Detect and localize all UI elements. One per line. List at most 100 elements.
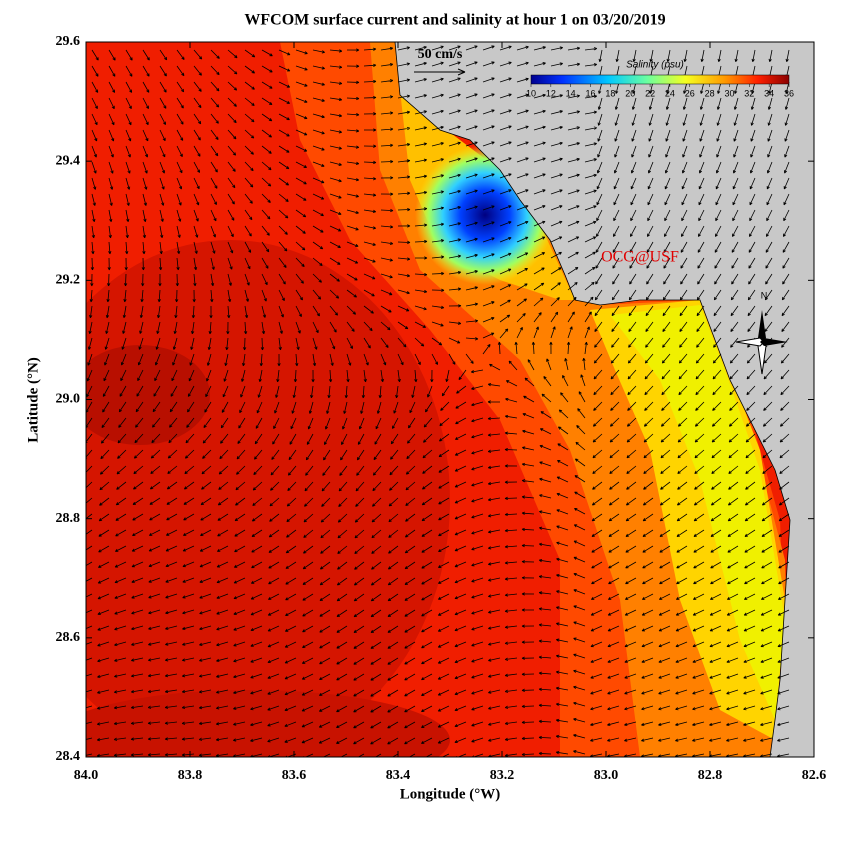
current-arrow xyxy=(354,545,365,554)
current-arrow xyxy=(312,241,324,250)
current-arrow xyxy=(695,353,705,364)
current-arrow xyxy=(341,433,348,445)
current-arrow xyxy=(631,113,637,126)
current-arrow xyxy=(696,305,705,317)
current-arrow xyxy=(779,465,790,474)
current-arrow xyxy=(336,657,348,665)
current-arrow xyxy=(760,609,773,616)
current-arrow xyxy=(183,513,195,521)
colorbar-tick-label: 24 xyxy=(665,88,675,98)
current-arrow xyxy=(363,193,377,197)
current-arrow xyxy=(431,142,444,147)
current-arrow xyxy=(261,305,267,318)
y-tick-label: 29.0 xyxy=(56,392,81,407)
current-arrow xyxy=(114,577,127,584)
current-arrow xyxy=(611,321,620,332)
current-arrow xyxy=(414,272,428,277)
current-arrow xyxy=(338,497,348,507)
current-arrow xyxy=(301,689,314,696)
current-arrow xyxy=(538,623,552,627)
current-arrow xyxy=(458,369,467,381)
current-arrow xyxy=(465,173,478,179)
current-arrow xyxy=(375,417,382,430)
current-arrow xyxy=(363,305,374,314)
current-arrow xyxy=(278,305,284,318)
current-arrow xyxy=(555,670,569,675)
current-arrow xyxy=(465,61,478,67)
current-arrow xyxy=(200,513,212,521)
current-arrow xyxy=(576,425,586,435)
current-arrow xyxy=(522,413,535,419)
current-arrow xyxy=(198,737,212,741)
current-arrow xyxy=(404,689,416,697)
current-arrow xyxy=(658,593,671,600)
current-arrow xyxy=(201,465,212,475)
current-arrow xyxy=(414,158,428,163)
current-arrow xyxy=(411,385,416,398)
current-arrow xyxy=(153,385,161,397)
current-arrow xyxy=(209,305,213,319)
current-arrow xyxy=(454,497,467,504)
current-arrow xyxy=(648,129,654,142)
current-arrow xyxy=(210,161,218,173)
current-arrow xyxy=(504,625,518,629)
current-arrow xyxy=(765,225,773,237)
current-arrow xyxy=(421,513,433,522)
current-arrow xyxy=(301,721,314,728)
current-arrow xyxy=(761,545,773,553)
current-arrow xyxy=(284,737,297,743)
current-arrow xyxy=(269,513,280,522)
current-arrow xyxy=(404,657,416,665)
current-arrow xyxy=(733,129,739,142)
current-arrow xyxy=(777,721,790,727)
current-arrow xyxy=(573,540,586,547)
current-arrow xyxy=(242,337,247,351)
current-arrow xyxy=(187,401,195,413)
current-arrow xyxy=(258,369,263,383)
current-arrow xyxy=(709,737,722,742)
current-arrow xyxy=(274,401,280,414)
current-arrow xyxy=(372,481,382,492)
current-arrow xyxy=(627,353,637,364)
current-arrow xyxy=(582,357,586,371)
current-arrow xyxy=(421,737,433,744)
current-arrow xyxy=(329,289,340,299)
current-arrow xyxy=(380,79,394,83)
current-arrow xyxy=(405,497,416,506)
current-arrow xyxy=(533,220,546,227)
current-arrow xyxy=(712,353,722,364)
current-arrow xyxy=(516,205,529,211)
current-arrow xyxy=(307,417,314,430)
current-arrow xyxy=(641,657,654,663)
current-arrow xyxy=(233,625,246,631)
current-arrow xyxy=(210,257,215,270)
current-arrow xyxy=(397,257,411,261)
current-arrow xyxy=(649,49,654,63)
current-arrow xyxy=(405,513,416,522)
current-arrow xyxy=(88,321,93,334)
current-arrow xyxy=(244,241,252,253)
current-arrow xyxy=(642,529,654,537)
current-arrow xyxy=(206,353,212,366)
current-arrow xyxy=(608,561,620,569)
current-arrow xyxy=(371,561,382,570)
current-arrow xyxy=(556,509,569,515)
current-arrow xyxy=(438,465,450,473)
current-arrow xyxy=(596,161,603,174)
current-arrow xyxy=(139,321,144,334)
current-arrow xyxy=(318,721,331,728)
current-arrow xyxy=(615,49,620,63)
current-arrow xyxy=(448,109,461,115)
current-arrow xyxy=(766,177,773,190)
current-arrow xyxy=(113,737,127,741)
current-arrow xyxy=(363,63,377,68)
current-arrow xyxy=(523,395,535,403)
current-arrow xyxy=(378,385,382,399)
current-arrow xyxy=(329,65,343,69)
current-arrow xyxy=(148,641,161,646)
current-arrow xyxy=(454,689,467,696)
current-arrow xyxy=(716,113,722,126)
current-arrow xyxy=(729,401,739,411)
current-arrow xyxy=(533,205,546,211)
current-arrow xyxy=(781,289,790,301)
